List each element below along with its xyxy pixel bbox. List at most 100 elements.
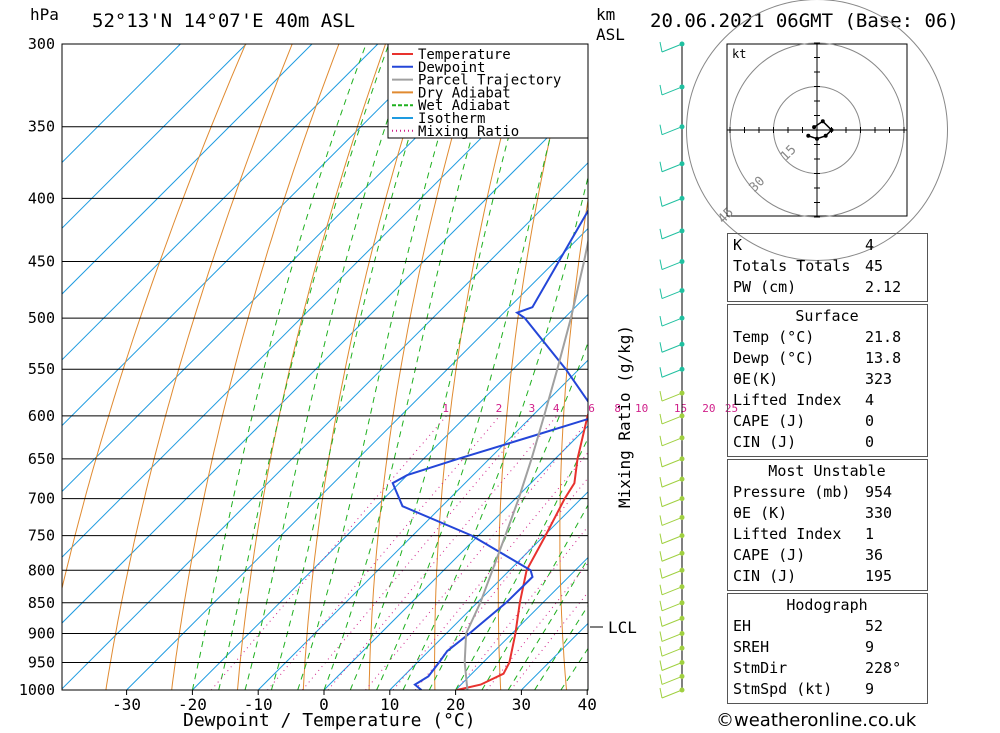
surface-row: Lifted Index 4 bbox=[727, 390, 927, 411]
wind-barb-shaft bbox=[661, 535, 683, 545]
x-tick-label: 40 bbox=[578, 695, 597, 714]
asl-unit-label: ASL bbox=[596, 25, 625, 44]
wind-barb-flag bbox=[659, 551, 663, 562]
legend-entry: Mixing Ratio bbox=[418, 124, 519, 140]
hodograph-table-row-label: StmDir bbox=[733, 659, 788, 677]
wet-adiabat-line bbox=[376, 44, 575, 690]
legend-entry: Parcel Trajectory bbox=[418, 73, 561, 89]
indices-row: Totals Totals 45 bbox=[727, 256, 927, 277]
mixing-ratio-line bbox=[327, 415, 558, 690]
mixing-ratio-tick-label: 6 bbox=[588, 402, 595, 415]
indices-row-value: 4 bbox=[865, 236, 875, 254]
location-label: 52°13'N 14°07'E 40m ASL bbox=[92, 10, 355, 32]
wind-barb-profile bbox=[659, 41, 685, 699]
most-unstable-row-label: Lifted Index bbox=[733, 525, 842, 543]
wind-barb-shaft bbox=[661, 478, 683, 488]
indices-row: PW (cm) 2.12 bbox=[727, 277, 927, 298]
isotherm-line bbox=[62, 44, 510, 493]
x-tick-label: -20 bbox=[178, 695, 207, 714]
legend-entry: Dewpoint bbox=[418, 60, 485, 76]
wind-barb-shaft bbox=[661, 675, 683, 685]
wind-barb-shaft bbox=[661, 458, 683, 468]
most-unstable-row-label: CIN (J) bbox=[733, 567, 797, 585]
wind-barb-shaft bbox=[661, 343, 683, 353]
datetime-label: 20.06.2021 06GMT (Base: 06) bbox=[650, 10, 959, 32]
mixing-ratio-tick-label: 15 bbox=[674, 402, 687, 415]
series-temperature bbox=[456, 412, 588, 690]
surface-row-label: Temp (°C) bbox=[733, 328, 815, 346]
wind-barb-flag bbox=[659, 413, 663, 425]
wind-barb-flag bbox=[659, 288, 663, 299]
wind-barb-flag bbox=[659, 646, 663, 657]
mixing-ratio-tick-label: 8 bbox=[614, 402, 621, 415]
mixing-ratio-line bbox=[486, 562, 588, 690]
wet-adiabat-line bbox=[297, 44, 468, 690]
isotherm-line bbox=[62, 44, 379, 361]
dry-adiabat-line bbox=[942, 44, 1000, 690]
hodograph-table-row-value: 52 bbox=[865, 617, 884, 635]
hodograph-point bbox=[812, 125, 817, 130]
hodograph-table-row: StmDir 228° bbox=[727, 658, 927, 679]
most-unstable-row-value: 330 bbox=[865, 504, 893, 522]
surface-row-value: 0 bbox=[865, 412, 875, 430]
wet-adiabat-line bbox=[507, 557, 588, 690]
x-axis-title: Dewpoint / Temperature (°C) bbox=[183, 710, 476, 731]
wind-barb-flag bbox=[659, 660, 663, 671]
x-tick-label: 30 bbox=[512, 695, 531, 714]
dry-adiabat-line bbox=[368, 44, 480, 690]
indices-row-label: Totals Totals bbox=[733, 257, 851, 275]
pressure-tick-label: 350 bbox=[28, 118, 55, 136]
wind-barb-flag bbox=[659, 687, 663, 699]
hodograph-table-row: SREH 9 bbox=[727, 637, 927, 658]
wind-barb-shaft bbox=[661, 126, 683, 136]
wind-barb-shaft bbox=[661, 415, 683, 425]
pressure-tick-label: 800 bbox=[28, 561, 55, 579]
wind-barb-flag bbox=[659, 390, 663, 402]
x-tick-label: 20 bbox=[446, 695, 465, 714]
wind-barb-flag bbox=[659, 496, 663, 507]
plot-frame bbox=[61, 43, 589, 691]
surface-title: Surface bbox=[795, 307, 859, 325]
wind-barb-shaft bbox=[661, 86, 683, 96]
hodograph-point bbox=[815, 136, 819, 141]
most-unstable-title: Most Unstable bbox=[768, 462, 886, 480]
wet-adiabat-line bbox=[349, 44, 535, 690]
dry-adiabat-line bbox=[991, 44, 1000, 690]
legend-entry: Wet Adiabat bbox=[418, 98, 511, 114]
pressure-tick-label: 400 bbox=[28, 189, 55, 207]
pressure-tick-label: 950 bbox=[28, 653, 55, 671]
surface-row: CAPE (J) 0 bbox=[727, 411, 927, 432]
wet-adiabat-line bbox=[481, 504, 588, 690]
wet-adiabat-line bbox=[191, 44, 367, 690]
hodograph-table-box bbox=[727, 593, 928, 704]
mixing-ratio-tick-label: 3 bbox=[529, 402, 536, 415]
indices-box bbox=[727, 233, 928, 302]
mixing-ratio-tick-label: 4 bbox=[553, 402, 560, 415]
wind-barb-flag bbox=[659, 515, 663, 526]
most-unstable-row-label: θE (K) bbox=[733, 504, 788, 522]
isotherm-line bbox=[455, 556, 588, 690]
wind-barb-flag bbox=[659, 600, 663, 611]
indices-row-label: K bbox=[733, 236, 743, 254]
isotherm-line bbox=[62, 96, 588, 624]
legend-entry: Dry Adiabat bbox=[418, 85, 511, 101]
footer[interactable]: ©weatheronline.co.uk bbox=[716, 710, 916, 731]
wind-barb-flag bbox=[659, 674, 663, 685]
hodograph-table-title: Hodograph bbox=[786, 596, 868, 614]
wind-barb-shaft bbox=[661, 43, 683, 53]
wind-barb-flag bbox=[659, 315, 663, 327]
site-link[interactable]: weatheronline.co.uk bbox=[734, 710, 917, 731]
wind-barb-flag bbox=[659, 196, 663, 207]
mixing-ratio-tick-label: 20 bbox=[702, 402, 715, 415]
wind-barb-shaft bbox=[661, 647, 683, 657]
indices-row-label: PW (cm) bbox=[733, 278, 797, 296]
wind-barb-shaft bbox=[661, 230, 683, 240]
surface-table: Surface Temp (°C) 21.8 Dewp (°C) 13.8 θE(K) 3… bbox=[727, 305, 927, 453]
hodograph-table-row: EH 52 bbox=[727, 616, 927, 637]
indices-row-value: 45 bbox=[865, 257, 884, 275]
wet-adiabat-line bbox=[244, 44, 414, 690]
isotherm-line bbox=[62, 162, 588, 690]
